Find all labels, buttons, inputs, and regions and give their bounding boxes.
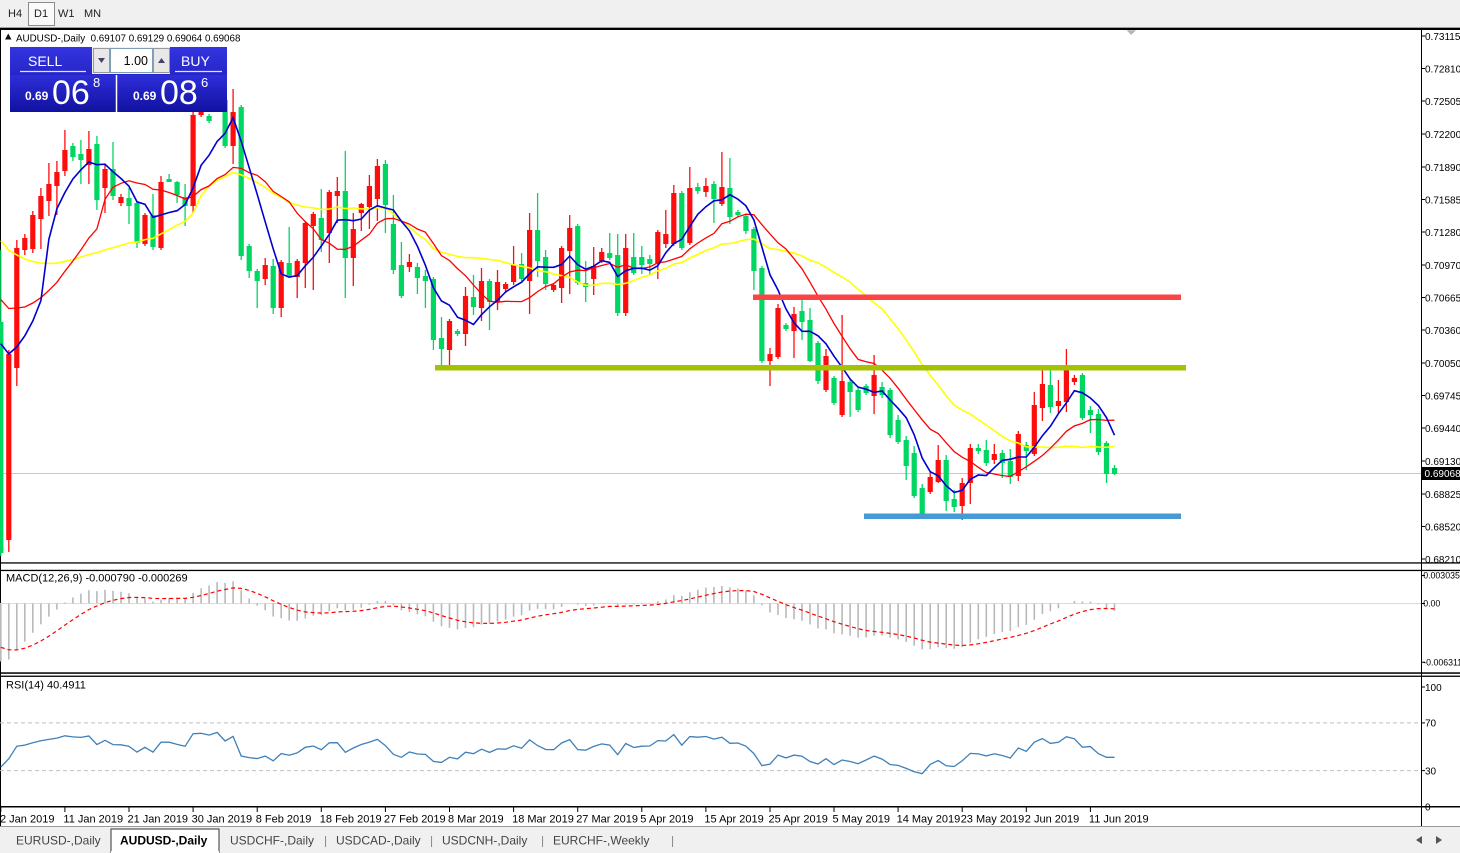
svg-text:30: 30: [1425, 766, 1437, 777]
svg-text:0.71585: 0.71585: [1425, 195, 1460, 206]
svg-text:0.73115: 0.73115: [1425, 32, 1460, 43]
svg-text:USDCHF-,Daily: USDCHF-,Daily: [230, 834, 314, 848]
svg-text:USDCAD-,Daily: USDCAD-,Daily: [336, 834, 421, 848]
svg-text:18 Mar 2019: 18 Mar 2019: [512, 814, 574, 826]
svg-text:|: |: [671, 834, 674, 848]
svg-text:0.003035: 0.003035: [1423, 571, 1460, 581]
svg-text:06: 06: [52, 74, 90, 112]
svg-text:2 Jun 2019: 2 Jun 2019: [1025, 814, 1079, 826]
svg-text:0.70050: 0.70050: [1425, 359, 1460, 370]
svg-text:BUY: BUY: [181, 53, 210, 69]
svg-text:70: 70: [1425, 719, 1437, 730]
svg-text:0.72200: 0.72200: [1425, 130, 1460, 141]
svg-text:0.69068: 0.69068: [1425, 469, 1460, 480]
svg-text:EURCHF-,Weekly: EURCHF-,Weekly: [553, 834, 649, 848]
svg-text:100: 100: [1425, 683, 1442, 694]
svg-text:0.69: 0.69: [25, 89, 49, 103]
svg-text:|: |: [541, 834, 544, 848]
svg-text:0.72505: 0.72505: [1425, 97, 1460, 108]
svg-text:18 Feb 2019: 18 Feb 2019: [320, 814, 382, 826]
svg-text:8: 8: [93, 75, 100, 90]
svg-text:11 Jun 2019: 11 Jun 2019: [1089, 814, 1149, 826]
svg-text:0.70360: 0.70360: [1425, 326, 1460, 337]
svg-text:8 Feb 2019: 8 Feb 2019: [256, 814, 312, 826]
svg-text:0.68210: 0.68210: [1425, 555, 1460, 566]
svg-text:RSI(14) 40.4911: RSI(14) 40.4911: [6, 680, 86, 692]
svg-text:MACD(12,26,9) -0.000790 -0.000: MACD(12,26,9) -0.000790 -0.000269: [6, 573, 188, 585]
svg-text:0.69: 0.69: [133, 89, 157, 103]
svg-text:AUDUSD-,Daily: AUDUSD-,Daily: [120, 834, 208, 848]
svg-text:D1: D1: [34, 8, 48, 20]
svg-text:0.68825: 0.68825: [1425, 490, 1460, 501]
svg-text:8 Mar 2019: 8 Mar 2019: [448, 814, 504, 826]
svg-text:25 Apr 2019: 25 Apr 2019: [769, 814, 828, 826]
svg-text:0.71280: 0.71280: [1425, 228, 1460, 239]
svg-text:AUDUSD-,Daily 0.69107 0.69129: AUDUSD-,Daily 0.69107 0.69129 0.69064 0.…: [16, 34, 241, 45]
svg-text:2 Jan 2019: 2 Jan 2019: [0, 814, 54, 826]
svg-text:0.70970: 0.70970: [1425, 261, 1460, 272]
svg-text:30 Jan 2019: 30 Jan 2019: [192, 814, 253, 826]
svg-text:27 Mar 2019: 27 Mar 2019: [576, 814, 638, 826]
svg-text:|: |: [430, 834, 433, 848]
svg-text:23 May 2019: 23 May 2019: [961, 814, 1025, 826]
svg-text:0.72810: 0.72810: [1425, 64, 1460, 75]
svg-text:0.69440: 0.69440: [1425, 424, 1460, 435]
svg-text:0: 0: [1425, 802, 1431, 813]
svg-text:MN: MN: [84, 8, 101, 20]
svg-text:W1: W1: [58, 8, 75, 20]
svg-text:0.69130: 0.69130: [1425, 457, 1460, 468]
svg-text:0.00: 0.00: [1423, 599, 1440, 609]
svg-text:0.68520: 0.68520: [1425, 522, 1460, 533]
svg-text:-0.006311: -0.006311: [1423, 657, 1460, 667]
svg-text:5 Apr 2019: 5 Apr 2019: [640, 814, 693, 826]
svg-text:EURUSD-,Daily: EURUSD-,Daily: [16, 834, 101, 848]
svg-text:|: |: [324, 834, 327, 848]
svg-text:21 Jan 2019: 21 Jan 2019: [128, 814, 189, 826]
svg-text:15 Apr 2019: 15 Apr 2019: [704, 814, 763, 826]
svg-text:14 May 2019: 14 May 2019: [897, 814, 961, 826]
svg-text:1.00: 1.00: [124, 54, 148, 68]
svg-text:0.71890: 0.71890: [1425, 163, 1460, 174]
svg-text:27 Feb 2019: 27 Feb 2019: [384, 814, 446, 826]
svg-text:0.70665: 0.70665: [1425, 293, 1460, 304]
svg-text:08: 08: [160, 74, 198, 112]
svg-text:0.69745: 0.69745: [1425, 391, 1460, 402]
svg-text:5 May 2019: 5 May 2019: [833, 814, 890, 826]
svg-text:SELL: SELL: [28, 53, 62, 69]
svg-text:H4: H4: [8, 8, 22, 20]
svg-text:6: 6: [201, 75, 208, 90]
svg-text:USDCNH-,Daily: USDCNH-,Daily: [442, 834, 527, 848]
svg-text:11 Jan 2019: 11 Jan 2019: [63, 814, 123, 826]
